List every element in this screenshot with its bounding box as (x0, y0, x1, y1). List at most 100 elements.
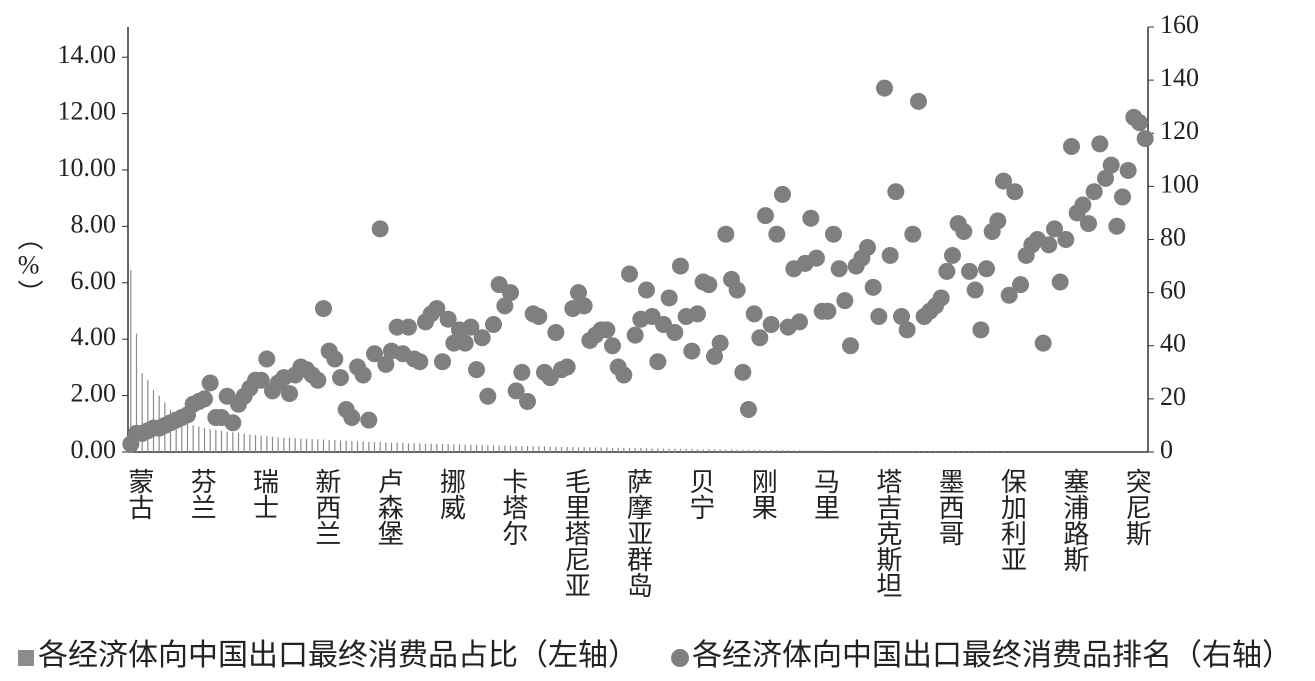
rank-dot (473, 329, 491, 347)
rank-dot (507, 382, 525, 400)
bar (294, 438, 296, 452)
bar (453, 444, 455, 452)
bar (759, 449, 761, 452)
rank-dot (898, 321, 916, 339)
bar (934, 451, 937, 452)
rank-dot (519, 393, 536, 411)
rank-dot (201, 374, 219, 392)
bar (249, 434, 251, 452)
rank-dot (774, 185, 791, 203)
rank-dot (1136, 130, 1154, 148)
bar (645, 448, 648, 452)
rank-dot (496, 297, 514, 315)
bar (849, 450, 852, 452)
y-axis-label: （%） (14, 225, 43, 306)
rank-dot (638, 281, 655, 299)
rank-dot (745, 305, 763, 323)
bar (628, 448, 631, 452)
rank-dot (995, 172, 1012, 190)
rank-dot (1006, 183, 1024, 201)
rank-dot (485, 316, 502, 333)
y2-tick-label: 60 (1160, 276, 1186, 305)
rank-dot (315, 300, 332, 318)
bar (254, 435, 257, 452)
bar (232, 432, 234, 452)
rank-dot (819, 302, 837, 320)
bar (481, 444, 483, 452)
bar (526, 446, 529, 452)
bar (878, 451, 880, 452)
bar (283, 437, 285, 452)
bar (725, 449, 727, 452)
bar (192, 425, 194, 452)
legend-marker (671, 649, 689, 667)
rank-dot (502, 284, 519, 302)
bar (980, 451, 982, 452)
y2-tick-label: 120 (1160, 116, 1199, 145)
bar (968, 451, 971, 452)
rank-dot (598, 321, 616, 339)
bar (594, 447, 597, 452)
bar (413, 443, 415, 452)
rank-dot (1000, 286, 1018, 304)
rank-dot (989, 212, 1007, 230)
bar (555, 446, 557, 452)
rank-dot (649, 353, 667, 371)
rank-dot (1080, 215, 1097, 233)
bar (198, 426, 200, 452)
bar (657, 448, 659, 452)
rank-dot (825, 225, 842, 243)
bar (175, 415, 177, 452)
bar (566, 446, 568, 452)
rank-dot (252, 371, 270, 389)
bar (742, 449, 744, 452)
bar (685, 448, 687, 452)
bar (458, 444, 461, 452)
rank-dot (751, 329, 769, 347)
rank-dot (1040, 236, 1058, 254)
rank-dot (371, 220, 389, 238)
bar (447, 444, 449, 452)
bar (963, 451, 965, 452)
bar (895, 451, 897, 452)
rank-dot (972, 321, 990, 339)
bar (266, 436, 268, 452)
bar (390, 442, 393, 452)
rank-dot (547, 323, 565, 341)
y2-tick-label: 100 (1160, 169, 1199, 198)
y2-tick-label: 160 (1160, 10, 1199, 39)
rank-dot (864, 278, 882, 296)
bar (713, 449, 716, 452)
bar (141, 373, 143, 452)
bar (606, 447, 608, 452)
rank-dot (530, 308, 548, 326)
rank-dot (711, 334, 729, 352)
bar (419, 443, 421, 452)
bar (600, 447, 602, 452)
rank-dot (887, 183, 905, 201)
bar (237, 432, 240, 452)
bar (634, 448, 636, 452)
bar (900, 451, 903, 452)
bar (696, 449, 699, 452)
bar (617, 447, 619, 452)
legend-marker (18, 650, 34, 666)
rank-dot (870, 308, 888, 326)
rank-dot (966, 281, 984, 299)
bar (804, 450, 806, 452)
y-tick-label: 4.00 (71, 322, 117, 351)
rank-dot (1046, 220, 1063, 238)
rank-dot (842, 337, 859, 355)
rank-dot (400, 318, 417, 336)
bar (815, 450, 818, 452)
x-tick-label: 墨西哥 (935, 468, 964, 546)
rank-dot (1034, 334, 1052, 352)
rank-dot (1074, 196, 1092, 214)
rank-dot (859, 238, 876, 256)
rank-dot (1119, 161, 1137, 179)
y2-tick-label: 140 (1160, 63, 1199, 92)
bar (776, 450, 778, 452)
rank-dot (762, 316, 780, 333)
bar (951, 451, 954, 452)
